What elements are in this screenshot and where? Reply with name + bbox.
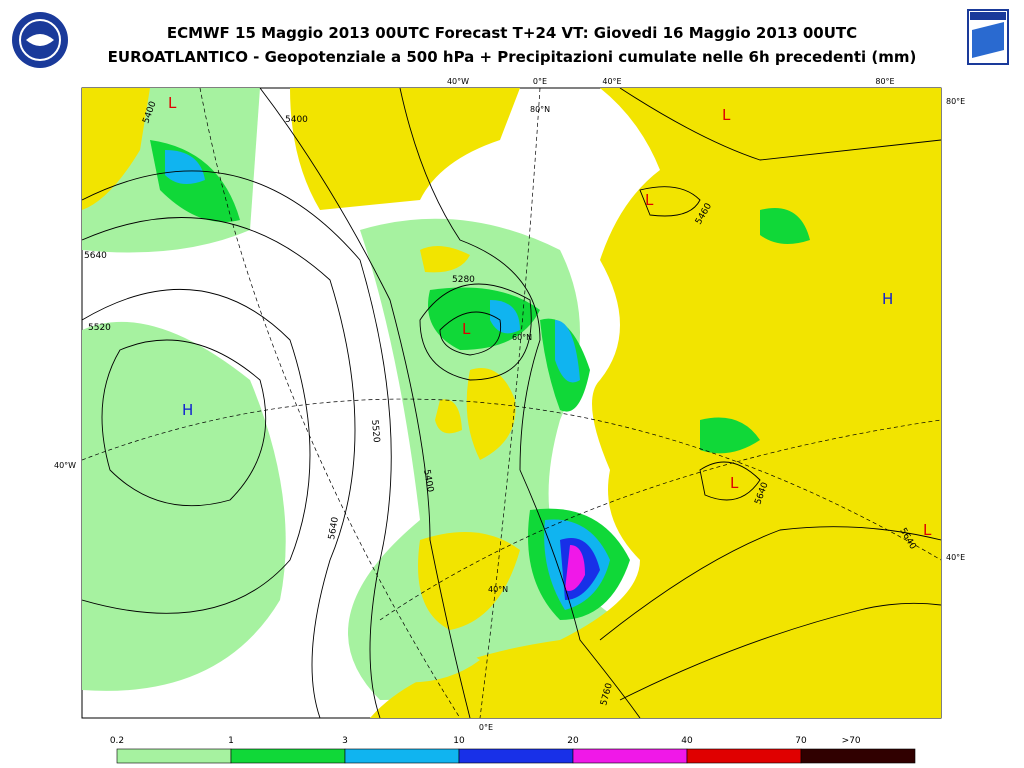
low-marker: L — [722, 106, 731, 124]
legend-label: 10 — [453, 736, 465, 746]
coord-label: 0°E — [533, 77, 547, 86]
legend-label: 70 — [795, 736, 807, 746]
coord-label: 40°E — [602, 77, 621, 86]
low-marker: L — [923, 521, 932, 539]
contour-label: 5400 — [285, 115, 308, 125]
contour-label: 5640 — [327, 516, 341, 541]
legend-label: 3 — [342, 736, 348, 746]
coord-label: 40°W — [447, 77, 469, 86]
legend-swatch — [572, 748, 688, 764]
contour-label: 5520 — [88, 323, 111, 333]
coord-label: 80°E — [946, 97, 965, 106]
logo-left — [12, 12, 68, 68]
coord-label: 40°W — [54, 461, 76, 470]
map: 40°W 0°E 40°E 80°E 80°E 40°W 40°E 0°E 80… — [54, 77, 965, 732]
legend-label: 1 — [228, 736, 234, 746]
coord-label: 60°N — [512, 333, 532, 342]
legend-swatch — [686, 748, 802, 764]
coord-label: 40°N — [488, 585, 508, 594]
coord-label: 0°E — [479, 723, 493, 732]
contour-label: 5640 — [84, 251, 107, 261]
legend-swatch — [800, 748, 916, 764]
title: ECMWF 15 Maggio 2013 00UTC Forecast T+24… — [167, 24, 857, 42]
low-marker: L — [730, 474, 739, 492]
contour-label: 5400 — [421, 469, 435, 494]
low-marker: L — [462, 320, 471, 338]
high-marker: H — [182, 401, 193, 419]
low-marker: L — [168, 94, 177, 112]
coord-label: 80°N — [530, 105, 550, 114]
legend: 0.2 1 3 10 20 40 70 >70 — [110, 736, 916, 764]
subtitle: EUROATLANTICO - Geopotenziale a 500 hPa … — [108, 48, 917, 66]
legend-label: 0.2 — [110, 736, 124, 746]
coord-label: 80°E — [875, 77, 894, 86]
contour-label: 5520 — [369, 419, 381, 443]
legend-label: 20 — [567, 736, 579, 746]
legend-swatch — [230, 748, 346, 764]
legend-label: >70 — [842, 736, 861, 746]
coord-label: 40°E — [946, 553, 965, 562]
legend-swatch — [116, 748, 232, 764]
legend-swatch — [344, 748, 460, 764]
logo-right — [967, 9, 1009, 65]
legend-swatch — [458, 748, 574, 764]
low-marker: L — [645, 191, 654, 209]
legend-label: 40 — [681, 736, 693, 746]
high-marker: H — [882, 290, 893, 308]
contour-label: 5280 — [452, 275, 475, 285]
